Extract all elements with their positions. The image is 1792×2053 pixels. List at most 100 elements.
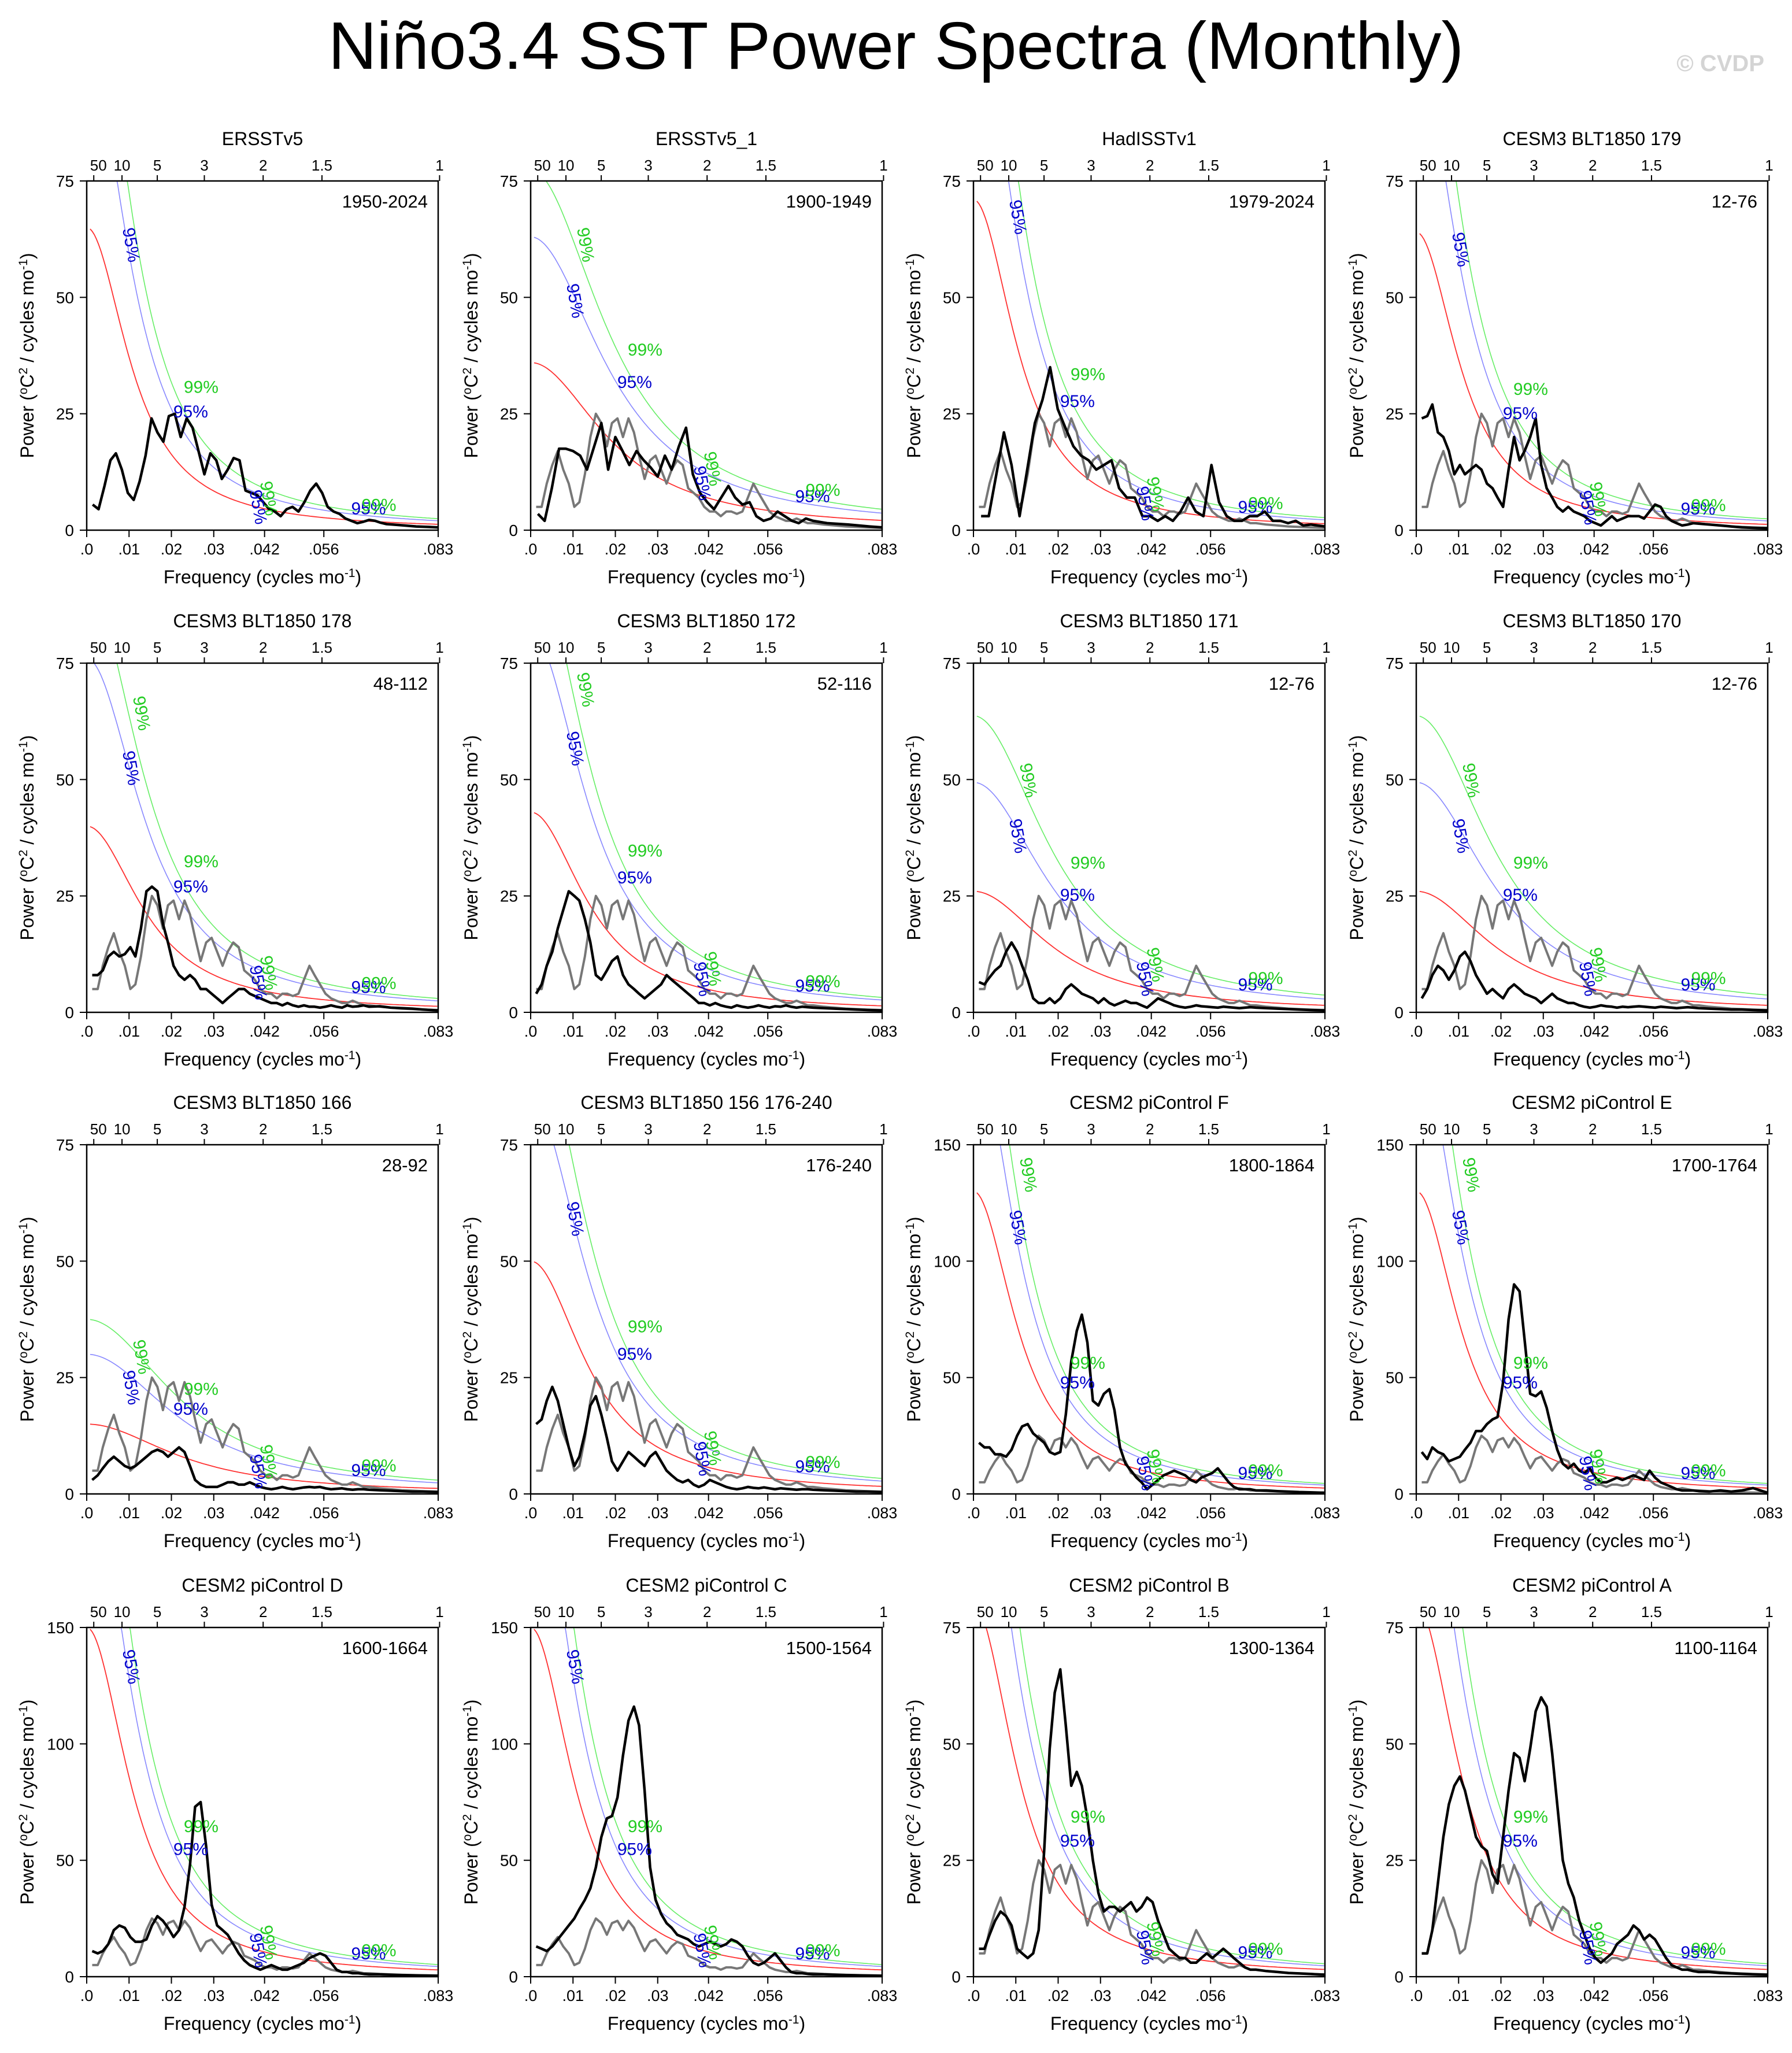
y-tick-label: 0 xyxy=(509,1968,518,1986)
top-tick-label: 1.5 xyxy=(756,157,776,174)
top-tick-label: 3 xyxy=(1530,1120,1538,1138)
x-tick-label: .056 xyxy=(753,541,783,558)
chart-title: CESM3 BLT1850 171 xyxy=(1060,611,1239,631)
sig95-label: 95% xyxy=(119,1648,143,1686)
period-label: 1950-2024 xyxy=(342,191,428,212)
y-axis-label: Power (oC2 / cycles mo-1) xyxy=(461,253,482,458)
x-tick-label: .056 xyxy=(753,1504,783,1522)
top-tick-label: 50 xyxy=(90,1603,107,1621)
sig95-label: 95% xyxy=(795,1458,830,1477)
x-tick-label: .02 xyxy=(1490,1504,1512,1522)
curves-group xyxy=(1421,1627,1768,1977)
top-tick-label: 1.5 xyxy=(312,1603,332,1621)
top-tick-label: 2 xyxy=(259,157,267,174)
top-tick-label: 1 xyxy=(1765,639,1773,656)
period-label: 1700-1764 xyxy=(1672,1155,1757,1175)
sig95-curve xyxy=(1445,181,1767,521)
plot-frame xyxy=(1415,1626,1769,1978)
sig95-label: 95% xyxy=(795,487,830,506)
top-tick-label: 2 xyxy=(703,157,711,174)
top-tick-label: 10 xyxy=(1001,157,1017,174)
observed-spectrum-line xyxy=(535,890,882,1012)
y-tick-label: 75 xyxy=(56,172,74,190)
x-tick-label: .083 xyxy=(1753,1987,1783,2004)
curves-group xyxy=(90,1627,438,1977)
reference-spectrum-line xyxy=(1421,412,1768,529)
top-tick-label: 3 xyxy=(644,1603,652,1621)
sig99-label: 99% xyxy=(1691,1940,1726,1959)
x-tick-label: .0 xyxy=(1410,1023,1423,1040)
chart-title: CESM3 BLT1850 179 xyxy=(1503,128,1682,149)
x-tick-label: .083 xyxy=(423,541,454,558)
top-tick-label: 3 xyxy=(644,639,652,656)
x-tick-label: .02 xyxy=(1047,1504,1069,1522)
sig95-label: 95% xyxy=(617,1345,652,1364)
x-axis-label: Frequency (cycles mo-1) xyxy=(164,1530,361,1552)
top-tick-label: 50 xyxy=(977,639,994,656)
plot-frame xyxy=(86,180,439,531)
x-tick-label: .083 xyxy=(1310,541,1341,558)
sig99-label: 99% xyxy=(1248,1940,1283,1959)
curves-group xyxy=(90,181,438,529)
chart-panel: CESM2 piControl C50 10 5 3 2 1.5 195%95%99%95%… xyxy=(461,1575,898,2034)
observed-spectrum-line xyxy=(1420,1283,1768,1494)
x-tick-label: .056 xyxy=(1638,1987,1669,2004)
x-tick-label: .042 xyxy=(693,1504,724,1522)
red-noise-curve xyxy=(534,362,882,521)
top-tick-label: 1 xyxy=(1322,1120,1330,1138)
x-axis-label: Frequency (cycles mo-1) xyxy=(1493,2013,1691,2034)
top-tick-label: 1 xyxy=(1322,1603,1330,1621)
y-tick-label: 25 xyxy=(500,1369,518,1387)
x-tick-label: .03 xyxy=(1090,541,1112,558)
y-tick-label: 50 xyxy=(56,1852,74,1870)
y-tick-label: 50 xyxy=(500,288,518,306)
sig99-curve xyxy=(1456,181,1767,520)
x-tick-label: .042 xyxy=(249,1987,280,2004)
y-tick-label: 0 xyxy=(951,1004,961,1022)
top-tick-label: 3 xyxy=(1530,1603,1538,1621)
observed-spectrum-line xyxy=(91,412,438,529)
sig99-label: 99% xyxy=(184,852,219,871)
sig95-label: 95% xyxy=(173,1840,208,1859)
top-tick-label: 5 xyxy=(597,1603,605,1621)
observed-spectrum-line xyxy=(536,421,882,529)
period-label: 28-92 xyxy=(382,1155,428,1175)
x-axis-label: Frequency (cycles mo-1) xyxy=(164,567,361,588)
sig95-label: 95% xyxy=(617,373,652,392)
top-tick-label: 5 xyxy=(153,1603,161,1621)
x-tick-label: .02 xyxy=(161,1504,183,1522)
x-tick-label: .01 xyxy=(1005,541,1027,558)
top-tick-label: 3 xyxy=(1087,1603,1095,1621)
x-tick-label: .0 xyxy=(80,541,94,558)
sig99-curve xyxy=(545,181,882,510)
sig99-label: 99% xyxy=(1458,1156,1483,1194)
x-tick-label: .083 xyxy=(1753,541,1783,558)
sig95-label: 95% xyxy=(1503,404,1538,423)
x-tick-label: .02 xyxy=(605,1987,627,2004)
x-tick-label: .083 xyxy=(1310,1504,1341,1522)
sig99-label: 99% xyxy=(184,1817,219,1836)
y-tick-label: 0 xyxy=(951,521,961,539)
sig95-curve xyxy=(534,236,882,514)
top-tick-label: 10 xyxy=(558,1603,575,1621)
period-label: 1500-1564 xyxy=(786,1638,872,1658)
y-axis-label: Power (oC2 / cycles mo-1) xyxy=(461,735,482,941)
top-tick-label: 1 xyxy=(1765,1603,1773,1621)
chart-title: CESM3 BLT1850 172 xyxy=(617,611,796,631)
chart-title: CESM3 BLT1850 170 xyxy=(1503,611,1682,631)
x-tick-label: .042 xyxy=(1136,1987,1167,2004)
y-tick-label: 75 xyxy=(500,654,518,672)
y-tick-label: 25 xyxy=(943,1852,961,1870)
x-tick-label: .03 xyxy=(1090,1504,1112,1522)
x-tick-label: .03 xyxy=(1532,541,1554,558)
sig95-label: 95% xyxy=(119,226,143,264)
red-noise-curve xyxy=(1428,1627,1767,1970)
x-tick-label: .01 xyxy=(562,1504,584,1522)
sig99-label: 99% xyxy=(628,1817,662,1836)
y-tick-label: 75 xyxy=(943,1619,961,1637)
chart-panel: CESM2 piControl D50 10 5 3 2 1.5 195%95%99%95%… xyxy=(17,1575,454,2034)
y-tick-label: 50 xyxy=(500,1852,518,1870)
